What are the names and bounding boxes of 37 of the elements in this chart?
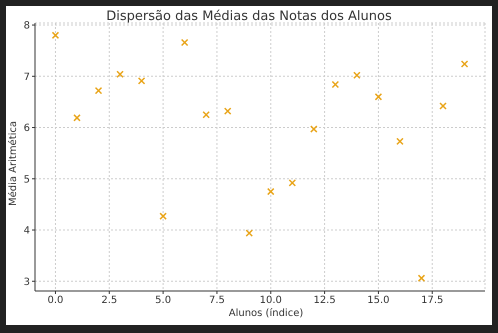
x-tick-label: 2.5	[101, 295, 118, 306]
point	[353, 72, 361, 80]
point	[159, 212, 167, 220]
x-tick-label: 7.5	[208, 295, 225, 306]
point	[224, 107, 232, 115]
y-tick-label: 5	[24, 174, 30, 186]
x-tick-label: 15.0	[367, 295, 390, 306]
x-axis-title: Alunos (índice)	[228, 308, 304, 319]
y-tick-label: 4	[24, 226, 30, 237]
y-tick-label: 6	[24, 123, 30, 134]
point	[374, 93, 382, 101]
point	[52, 32, 60, 40]
point	[332, 80, 340, 88]
x-tick-label: 12.5	[313, 295, 336, 306]
x-tick-label: 10.0	[260, 295, 282, 306]
x-tick-label: 5.0	[155, 295, 172, 306]
point	[73, 114, 81, 122]
point	[116, 70, 124, 78]
point	[396, 138, 404, 146]
point	[138, 77, 146, 85]
point	[439, 102, 447, 110]
point	[418, 274, 426, 282]
y-axis-title: Média Aritmética	[8, 120, 20, 206]
y-tick-label: 7	[24, 72, 30, 83]
point	[460, 60, 468, 68]
point	[288, 179, 296, 187]
point	[310, 125, 318, 133]
x-tick-label: 17.5	[421, 295, 444, 306]
y-tick-label: 3	[24, 276, 30, 288]
point	[267, 188, 275, 196]
point	[202, 110, 210, 118]
y-tick-label: 8	[24, 20, 30, 32]
x-tick-label: 0.0	[48, 295, 64, 306]
point	[245, 229, 253, 237]
point	[94, 86, 102, 94]
chart-title: Dispersão das Médias das Notas dos Alunos	[106, 9, 392, 24]
point	[180, 38, 188, 46]
